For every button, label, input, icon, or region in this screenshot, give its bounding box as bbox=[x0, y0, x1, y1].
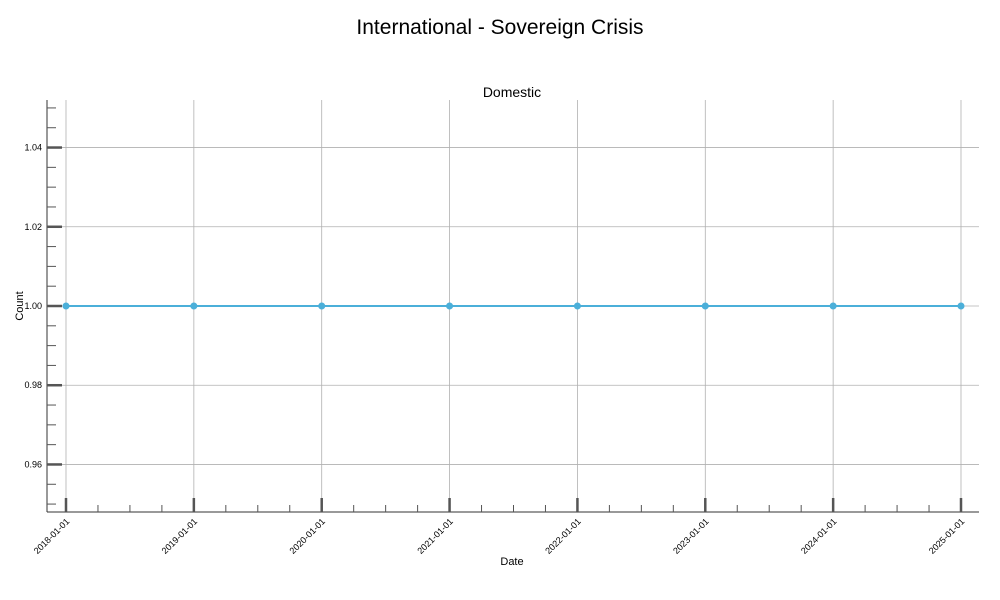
data-point bbox=[318, 302, 326, 310]
y-minor-ticks bbox=[47, 107, 56, 505]
data-point bbox=[701, 302, 709, 310]
data-point bbox=[573, 302, 581, 310]
chart-title: Domestic bbox=[483, 84, 541, 100]
x-tick-label: 2019-01-01 bbox=[160, 516, 200, 556]
x-tick-label: 2018-01-01 bbox=[32, 516, 72, 556]
x-tick-label: 2025-01-01 bbox=[927, 516, 967, 556]
data-point bbox=[62, 302, 70, 310]
y-tick-label: 1.04 bbox=[24, 143, 42, 153]
x-tick-label: 2020-01-01 bbox=[287, 516, 327, 556]
data-point bbox=[446, 302, 454, 310]
chart-suptitle: International - Sovereign Crisis bbox=[356, 16, 643, 39]
x-tick-label: 2023-01-01 bbox=[671, 516, 711, 556]
series bbox=[62, 302, 965, 310]
x-ticks: 2018-01-01 2019-01-01 2020-01-01 2021-01-01… bbox=[32, 498, 967, 556]
y-axis-label: Count bbox=[14, 291, 26, 320]
x-tick-label: 2024-01-01 bbox=[799, 516, 839, 556]
x-axis-label: Date bbox=[500, 556, 523, 568]
y-tick-label: 1.02 bbox=[24, 222, 42, 232]
x-minor-ticks bbox=[97, 505, 930, 512]
y-tick-label: 1.00 bbox=[24, 301, 42, 311]
y-tick-label: 0.98 bbox=[24, 380, 42, 390]
x-tick-label: 2021-01-01 bbox=[415, 516, 455, 556]
data-point bbox=[829, 302, 837, 310]
y-ticks: 0.96 0.98 1.00 1.02 1.04 bbox=[24, 143, 62, 469]
data-point bbox=[190, 302, 198, 310]
y-tick-label: 0.96 bbox=[24, 459, 42, 469]
x-tick-label: 2022-01-01 bbox=[543, 516, 583, 556]
data-point bbox=[957, 302, 965, 310]
